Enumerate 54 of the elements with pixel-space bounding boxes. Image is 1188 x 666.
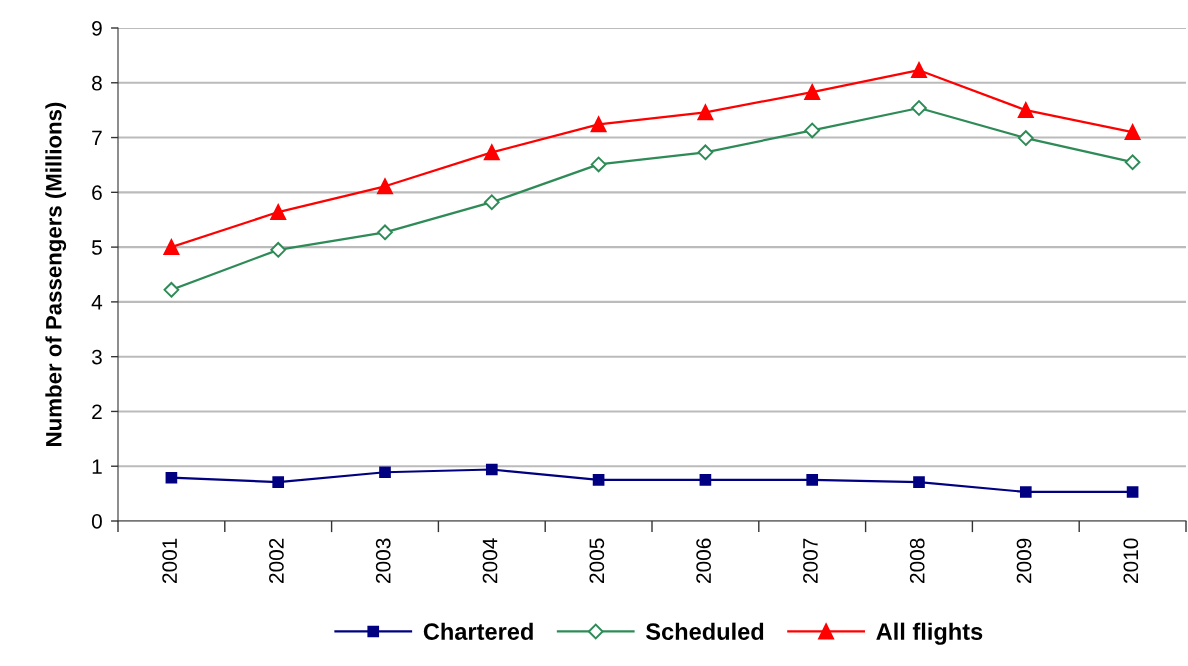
legend-label: Scheduled [646, 622, 764, 640]
x-tick-label: 2010 [1123, 538, 1139, 583]
point [697, 144, 714, 161]
point [163, 239, 180, 256]
point [804, 122, 821, 139]
point [590, 116, 607, 133]
x-tick-label: 2008 [909, 538, 925, 583]
point [911, 100, 927, 116]
point [699, 474, 712, 486]
point [272, 476, 285, 488]
y-tick-label: 5 [91, 240, 102, 255]
y-tick-label: 4 [91, 295, 103, 310]
y-tick-label: 6 [92, 185, 102, 201]
point [697, 104, 714, 121]
point [1017, 102, 1034, 119]
point [163, 281, 180, 298]
y-tick-label: 1 [92, 459, 102, 474]
point [483, 144, 500, 161]
legend-label: Chartered [423, 622, 533, 640]
x-tick-label: 2005 [589, 538, 605, 583]
point [483, 194, 500, 211]
y-tick-label: 8 [92, 75, 102, 91]
y-tick-label: 9 [92, 21, 102, 36]
x-tick-label: 2006 [696, 538, 711, 583]
x-tick-label: 2001 [162, 538, 177, 583]
point [590, 156, 607, 173]
y-tick-label: 7 [92, 130, 102, 146]
point [592, 474, 605, 486]
point [806, 474, 819, 486]
point [270, 204, 287, 220]
point [1124, 154, 1141, 171]
point [911, 62, 927, 79]
y-tick-label: 0 [91, 514, 102, 529]
point [270, 242, 287, 258]
point [1017, 130, 1034, 146]
point [485, 463, 498, 476]
y-tick-label: 3 [91, 349, 102, 365]
point [165, 471, 178, 484]
point [379, 466, 391, 479]
point [1019, 486, 1032, 498]
point [377, 178, 393, 195]
point [1124, 124, 1141, 140]
y-tick-label: 2 [92, 404, 102, 419]
point [804, 84, 821, 100]
x-tick-label: 2004 [482, 538, 498, 583]
x-tick-label: 2003 [375, 538, 391, 583]
x-tick-label: 2009 [1016, 538, 1032, 583]
y-axis-title: Number of Passengers (Millions) [45, 102, 67, 446]
x-tick-label: 2007 [803, 538, 818, 583]
point [1126, 486, 1139, 498]
point [913, 476, 925, 488]
x-tick-label: 2002 [269, 538, 284, 583]
legend-label: All flights [876, 622, 983, 645]
point [377, 224, 393, 241]
